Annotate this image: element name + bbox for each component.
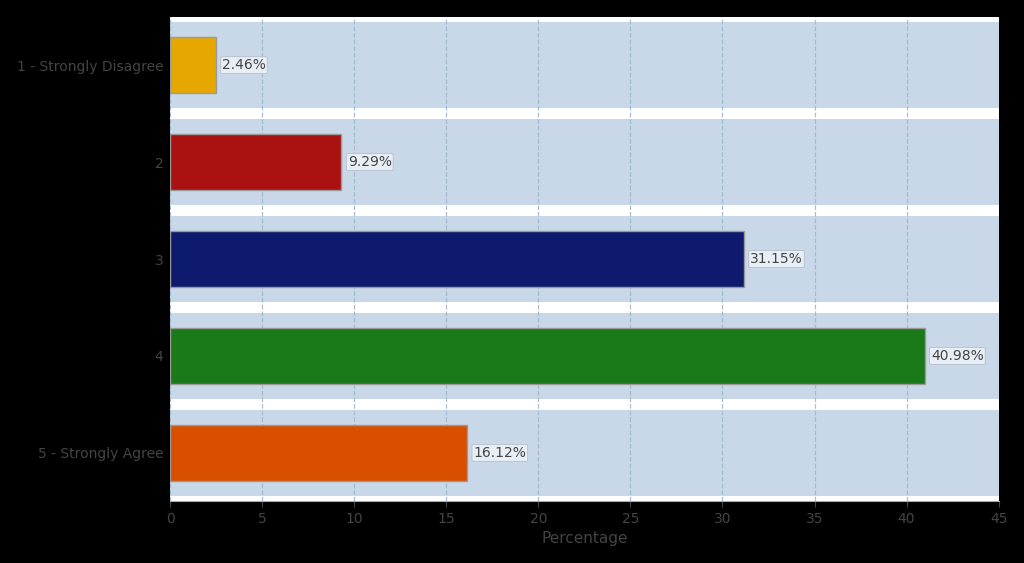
Text: 40.98%: 40.98% <box>931 349 984 363</box>
Bar <box>170 37 215 93</box>
Bar <box>170 134 341 190</box>
Text: 31.15%: 31.15% <box>750 252 803 266</box>
X-axis label: Percentage: Percentage <box>541 531 628 546</box>
Bar <box>170 216 998 302</box>
Bar <box>170 313 998 399</box>
Bar <box>170 410 998 495</box>
Bar <box>170 328 925 384</box>
Bar <box>170 23 998 108</box>
Text: 2.46%: 2.46% <box>222 58 266 72</box>
Text: 9.29%: 9.29% <box>348 155 392 169</box>
Bar <box>170 119 998 205</box>
Bar <box>170 231 743 287</box>
Bar <box>170 425 467 481</box>
Text: 16.12%: 16.12% <box>473 446 526 460</box>
